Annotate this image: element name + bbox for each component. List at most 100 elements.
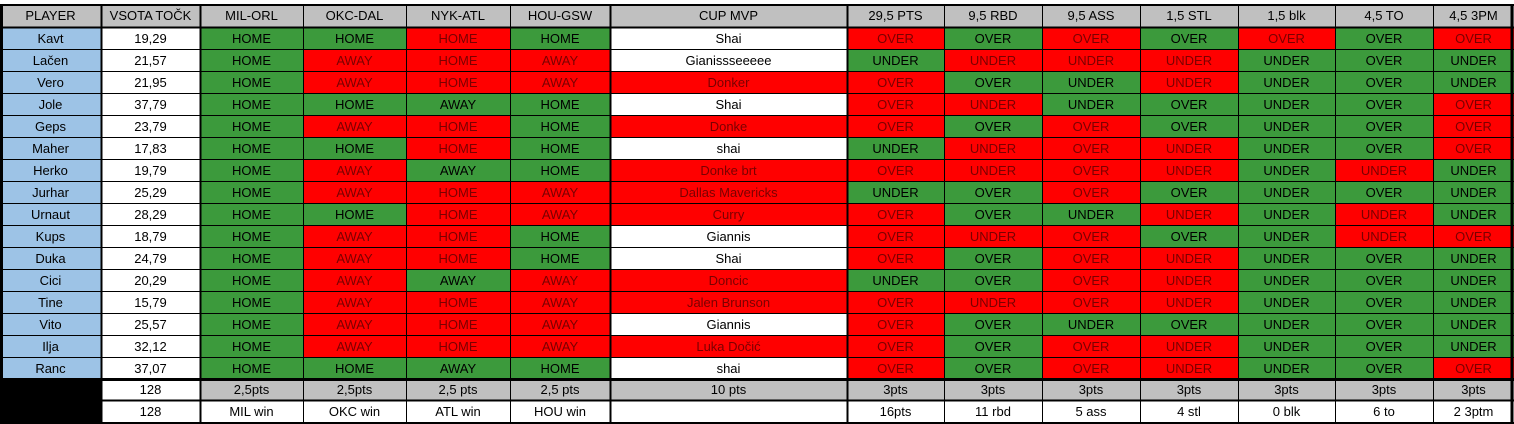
pick-cell[interactable]: AWAY	[406, 159, 510, 181]
pick-cell[interactable]: OVER	[1042, 115, 1140, 137]
player-cell[interactable]: Kups	[0, 225, 101, 247]
player-cell[interactable]: Ilja	[0, 335, 101, 357]
pick-cell[interactable]: HOME	[200, 49, 303, 71]
pick-cell[interactable]: HOME	[406, 115, 510, 137]
result-cell[interactable]: ATL win	[406, 400, 510, 423]
pick-cell[interactable]: OVER	[1335, 269, 1433, 291]
player-cell[interactable]: Vero	[0, 71, 101, 93]
pick-cell[interactable]: OVER	[1042, 247, 1140, 269]
pick-cell[interactable]: OVER	[1042, 357, 1140, 379]
result-cell[interactable]: 16pts	[847, 400, 944, 423]
pick-cell[interactable]: UNDER	[1335, 203, 1433, 225]
pick-cell[interactable]: UNDER	[1042, 203, 1140, 225]
result-cell[interactable]: 11 rbd	[944, 400, 1042, 423]
header-cell-nyk-atl[interactable]: NYK-ATL	[406, 4, 510, 27]
pick-cell[interactable]: UNDER	[1238, 137, 1335, 159]
pick-cell[interactable]: OVER	[944, 181, 1042, 203]
pick-cell[interactable]: HOME	[303, 357, 406, 379]
pick-cell[interactable]: AWAY	[510, 313, 610, 335]
total-cell[interactable]: 19,29	[101, 27, 200, 49]
pick-cell[interactable]: OVER	[847, 203, 944, 225]
player-cell[interactable]: Ranc	[0, 357, 101, 379]
pick-cell[interactable]: OVER	[944, 71, 1042, 93]
pick-cell[interactable]: HOME	[406, 291, 510, 313]
pick-cell[interactable]: AWAY	[303, 225, 406, 247]
points-cell[interactable]: 3pts	[1042, 379, 1140, 400]
pick-cell[interactable]: UNDER	[847, 269, 944, 291]
pick-cell[interactable]: OVER	[944, 27, 1042, 49]
pick-cell[interactable]: OVER	[1140, 93, 1238, 115]
points-cell[interactable]: 2,5 pts	[510, 379, 610, 400]
pick-cell[interactable]: UNDER	[944, 137, 1042, 159]
pick-cell[interactable]: HOME	[406, 181, 510, 203]
pick-cell[interactable]: OVER	[1335, 49, 1433, 71]
player-cell[interactable]: Cici	[0, 269, 101, 291]
pick-cell[interactable]: OVER	[1140, 313, 1238, 335]
pick-cell[interactable]: HOME	[200, 203, 303, 225]
player-cell[interactable]: Kavt	[0, 27, 101, 49]
points-cell[interactable]: 10 pts	[610, 379, 847, 400]
pick-cell[interactable]: HOME	[200, 225, 303, 247]
header-cell-4-5-3pm[interactable]: 4,5 3PM	[1433, 4, 1514, 27]
pick-cell[interactable]: UNDER	[1042, 93, 1140, 115]
pick-cell[interactable]: OVER	[847, 115, 944, 137]
pick-cell[interactable]: OVER	[944, 335, 1042, 357]
total-cell[interactable]: 28,29	[101, 203, 200, 225]
header-cell-9-5-ass[interactable]: 9,5 ASS	[1042, 4, 1140, 27]
pick-cell[interactable]: UNDER	[1140, 71, 1238, 93]
total-cell[interactable]: 19,79	[101, 159, 200, 181]
pick-cell[interactable]: HOME	[406, 27, 510, 49]
pick-cell[interactable]: UNDER	[847, 49, 944, 71]
total-cell[interactable]: 20,29	[101, 269, 200, 291]
pick-cell[interactable]: OVER	[847, 357, 944, 379]
pick-cell[interactable]: OVER	[1335, 247, 1433, 269]
header-cell-4-5-to[interactable]: 4,5 TO	[1335, 4, 1433, 27]
header-cell-mil-orl[interactable]: MIL-ORL	[200, 4, 303, 27]
pick-cell[interactable]: OVER	[1433, 225, 1514, 247]
pick-cell[interactable]: AWAY	[510, 335, 610, 357]
pick-cell[interactable]: OVER	[1042, 181, 1140, 203]
pick-cell[interactable]: OVER	[847, 71, 944, 93]
pick-cell[interactable]: OVER	[944, 269, 1042, 291]
pick-cell[interactable]: UNDER	[1238, 203, 1335, 225]
pick-cell[interactable]: HOME	[200, 291, 303, 313]
pick-cell[interactable]: OVER	[847, 159, 944, 181]
pick-cell[interactable]: UNDER	[1140, 357, 1238, 379]
pick-cell[interactable]: UNDER	[1433, 49, 1514, 71]
pick-cell[interactable]: HOME	[303, 93, 406, 115]
pick-cell[interactable]: Shai	[610, 93, 847, 115]
pick-cell[interactable]: OVER	[1140, 181, 1238, 203]
total-cell[interactable]: 15,79	[101, 291, 200, 313]
pick-cell[interactable]: shai	[610, 137, 847, 159]
pick-cell[interactable]: UNDER	[944, 159, 1042, 181]
pick-cell[interactable]: AWAY	[303, 181, 406, 203]
pick-cell[interactable]: UNDER	[1433, 71, 1514, 93]
total-cell[interactable]: 37,79	[101, 93, 200, 115]
pick-cell[interactable]: HOME	[406, 71, 510, 93]
pick-cell[interactable]: OVER	[1042, 27, 1140, 49]
pick-cell[interactable]: AWAY	[406, 93, 510, 115]
pick-cell[interactable]: HOME	[200, 93, 303, 115]
pick-cell[interactable]: OVER	[1042, 159, 1140, 181]
total-cell[interactable]: 25,57	[101, 313, 200, 335]
pick-cell[interactable]: Giannis	[610, 225, 847, 247]
player-cell[interactable]: Maher	[0, 137, 101, 159]
result-cell[interactable]: HOU win	[510, 400, 610, 423]
pick-cell[interactable]: OVER	[944, 247, 1042, 269]
total-cell[interactable]: 21,57	[101, 49, 200, 71]
pick-cell[interactable]: HOME	[406, 313, 510, 335]
total-cell[interactable]: 23,79	[101, 115, 200, 137]
pick-cell[interactable]: HOME	[200, 71, 303, 93]
pick-cell[interactable]: OVER	[1335, 137, 1433, 159]
player-cell[interactable]: Herko	[0, 159, 101, 181]
points-cell[interactable]: 3pts	[944, 379, 1042, 400]
pick-cell[interactable]: AWAY	[510, 49, 610, 71]
pick-cell[interactable]: Shai	[610, 247, 847, 269]
total-cell[interactable]: 24,79	[101, 247, 200, 269]
pick-cell[interactable]: HOME	[406, 49, 510, 71]
player-cell[interactable]: Tine	[0, 291, 101, 313]
header-cell-okc-dal[interactable]: OKC-DAL	[303, 4, 406, 27]
result-cell[interactable]: 4 stl	[1140, 400, 1238, 423]
pick-cell[interactable]: Gianissseeeee	[610, 49, 847, 71]
pick-cell[interactable]: HOME	[510, 247, 610, 269]
